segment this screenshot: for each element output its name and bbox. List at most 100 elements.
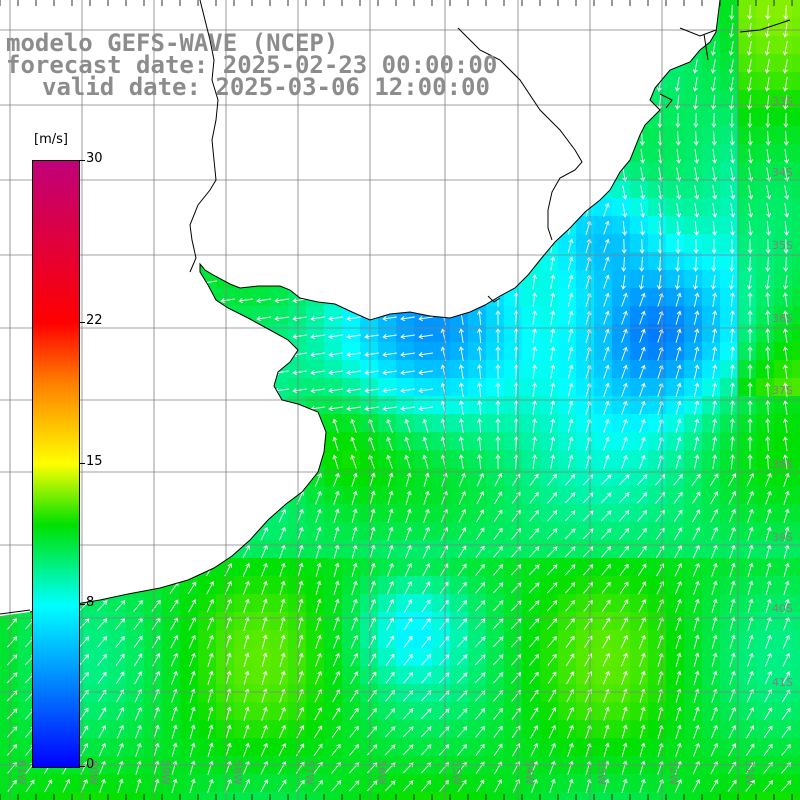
wind-speed-cell — [486, 432, 505, 451]
wind-arrow — [402, 744, 414, 756]
wind-speed-cell — [630, 342, 649, 361]
wind-arrow — [747, 112, 753, 128]
wind-arrow — [600, 528, 612, 540]
wind-arrow — [784, 185, 790, 200]
wind-speed-cell — [252, 684, 271, 703]
wind-arrow — [692, 742, 700, 757]
wind-speed-cell — [18, 684, 37, 703]
wind-speed-cell — [666, 270, 685, 289]
wind-speed-cell — [756, 396, 775, 415]
wind-arrow — [315, 652, 322, 667]
wind-arrow — [712, 292, 718, 307]
wind-arrow — [207, 652, 214, 667]
wind-arrow — [601, 581, 611, 594]
wind-arrow — [639, 130, 645, 146]
wind-arrow — [477, 400, 483, 416]
wind-speed-cell — [666, 396, 685, 415]
wind-arrow — [382, 334, 397, 340]
wind-speed-cell — [504, 792, 523, 800]
wind-arrow — [207, 760, 214, 775]
wind-arrow — [314, 670, 322, 685]
wind-speed-cell — [540, 396, 559, 415]
wind-arrow — [495, 436, 501, 452]
wind-arrow — [621, 364, 628, 379]
wind-speed-cell — [522, 288, 541, 307]
wind-speed-cell — [540, 684, 559, 703]
wind-arrow — [746, 472, 754, 487]
wind-speed-cell — [594, 666, 613, 685]
wind-speed-cell — [468, 342, 487, 361]
wind-arrow — [639, 706, 646, 721]
wind-speed-cell — [432, 720, 451, 739]
wind-speed-cell — [774, 558, 793, 577]
wind-arrow — [385, 689, 396, 702]
wind-speed-cell — [432, 504, 451, 523]
wind-arrow — [458, 508, 466, 523]
wind-arrow — [386, 418, 393, 433]
wind-speed-cell — [684, 594, 703, 613]
wind-speed-cell — [342, 324, 361, 343]
wind-speed-cell — [648, 738, 667, 757]
wind-speed-cell — [702, 378, 721, 397]
wind-speed-cell — [522, 774, 541, 793]
wind-speed-cell — [396, 396, 415, 415]
wind-speed-cell — [756, 360, 775, 379]
longitude-label: 51W — [743, 760, 756, 785]
wind-arrow — [421, 617, 431, 630]
wind-speed-cell — [360, 342, 379, 361]
wind-speed-cell — [126, 738, 145, 757]
wind-arrow — [567, 346, 574, 361]
wind-speed-cell — [252, 558, 271, 577]
wind-speed-cell — [216, 594, 235, 613]
wind-arrow — [333, 580, 340, 595]
wind-arrow — [782, 328, 788, 343]
wind-speed-cell — [792, 342, 800, 361]
wind-arrow — [333, 472, 340, 487]
wind-arrow — [350, 653, 359, 667]
wind-arrow — [528, 528, 540, 540]
wind-speed-cell — [324, 648, 343, 667]
wind-arrow — [328, 406, 343, 412]
wind-arrow — [315, 526, 322, 541]
wind-speed-cell — [612, 630, 631, 649]
wind-arrow — [746, 725, 755, 739]
wind-arrow — [328, 370, 343, 376]
wind-speed-cell — [540, 432, 559, 451]
wind-speed-cell — [468, 396, 487, 415]
wind-speed-cell — [342, 630, 361, 649]
wind-speed-cell — [558, 378, 577, 397]
wind-arrow — [621, 454, 628, 469]
wind-speed-cell — [720, 162, 739, 181]
wind-arrow — [728, 706, 736, 721]
wind-speed-cell — [738, 270, 757, 289]
colorbar-tick-label: 15 — [86, 454, 103, 469]
wind-arrow — [402, 708, 414, 720]
wind-arrow — [458, 346, 464, 361]
wind-arrow — [349, 707, 359, 720]
wind-speed-cell — [684, 612, 703, 631]
wind-speed-cell — [612, 396, 631, 415]
wind-speed-cell — [702, 522, 721, 541]
wind-arrow — [602, 652, 610, 667]
wind-speed-cell — [774, 342, 793, 361]
wind-speed-cell — [684, 666, 703, 685]
wind-arrow — [310, 316, 325, 322]
wind-speed-cell — [630, 234, 649, 253]
wind-speed-cell — [378, 558, 397, 577]
wind-speed-cell — [774, 216, 793, 235]
wind-speed-cell — [216, 684, 235, 703]
wind-speed-cell — [342, 360, 361, 379]
wind-speed-cell — [162, 630, 181, 649]
wind-arrow — [711, 562, 718, 577]
wind-arrow — [747, 526, 754, 541]
wind-speed-cell — [540, 630, 559, 649]
wind-speed-cell — [792, 594, 800, 613]
wind-speed-cell — [648, 324, 667, 343]
wind-arrow — [712, 364, 718, 379]
wind-arrow — [458, 328, 464, 343]
wind-speed-cell — [792, 0, 800, 19]
wind-arrow — [603, 418, 610, 433]
wind-speed-cell — [666, 594, 685, 613]
wind-speed-cell — [522, 450, 541, 469]
wind-arrow — [310, 334, 325, 340]
